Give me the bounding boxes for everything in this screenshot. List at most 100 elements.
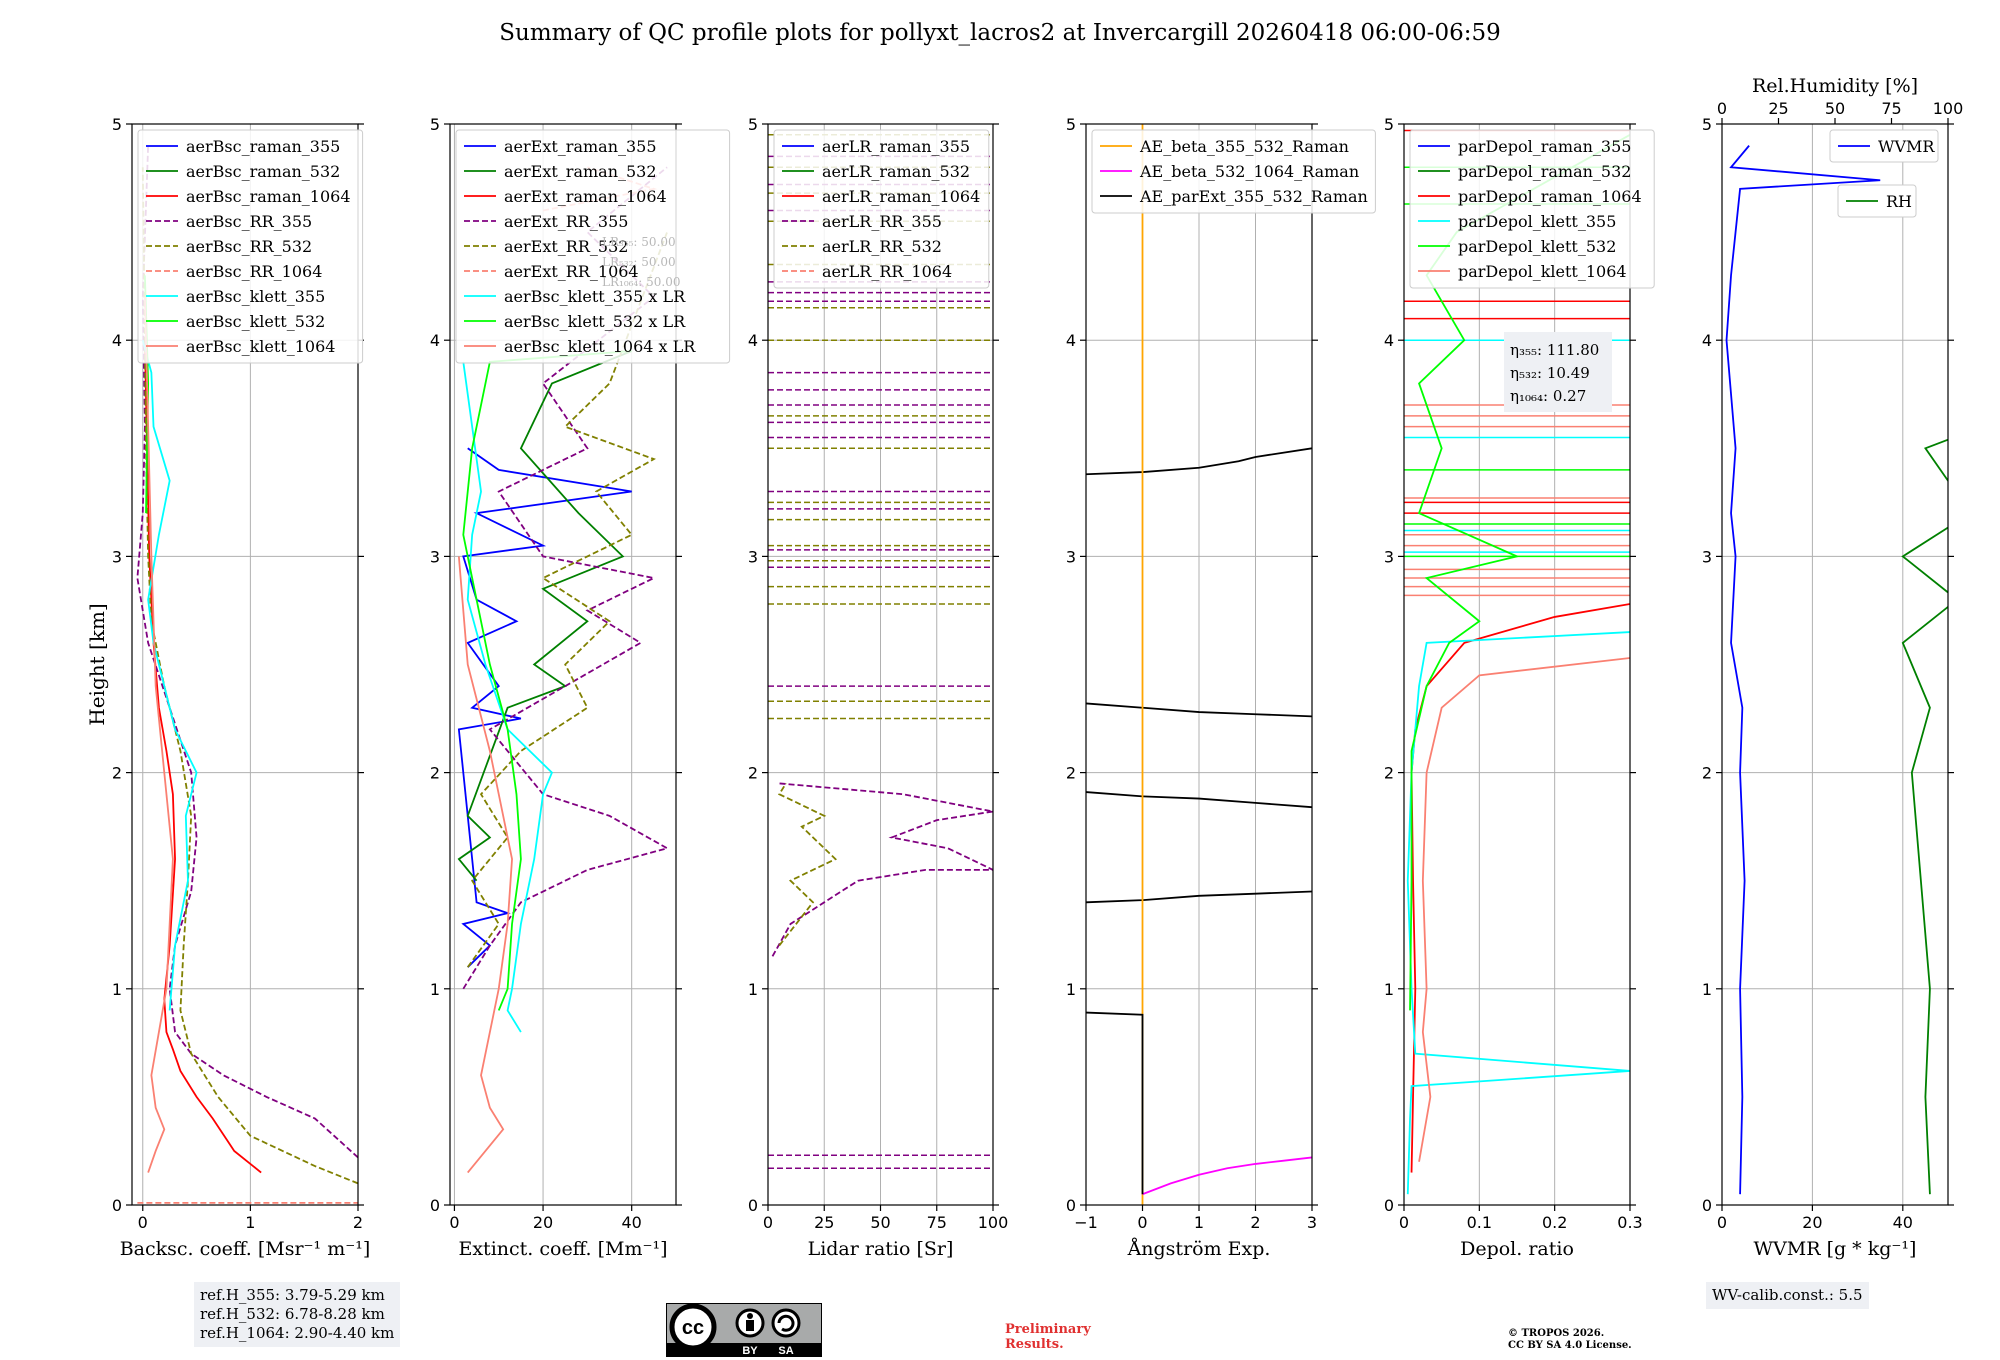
y-tick-label: 3	[430, 547, 440, 566]
y-tick-label: 1	[112, 980, 122, 999]
refh-infobox: ref.H_355: 3.79-5.29 km ref.H_532: 6.78-…	[194, 1282, 401, 1347]
legend-label: aerExt_raman_355	[504, 137, 657, 156]
legend-label: aerBsc_raman_355	[186, 137, 340, 156]
legend-label: AE_beta_532_1064_Raman	[1139, 162, 1359, 181]
plot-area-angstrom	[1086, 124, 1312, 1205]
ae-black-line	[1086, 702, 1312, 718]
legend-label: AE_beta_355_532_Raman	[1139, 137, 1349, 156]
annotation-text: LR₅₃₂: 50.00	[602, 255, 676, 269]
series-parDepol_klett_532	[1409, 134, 1630, 1011]
annotation-text: LR₃₅₅: 50.00	[602, 235, 676, 249]
series-aerBsc_klett_355 x LR	[462, 361, 553, 1033]
series-aerExt_RR_532	[466, 231, 668, 968]
legend-lidar_ratio: aerLR_raman_355 aerLR_raman_532 aerLR_rama…	[773, 129, 990, 289]
series-RH	[1901, 438, 1948, 1195]
y-tick-label: 0	[112, 1196, 122, 1215]
x-tick-label: 0.1	[1467, 1213, 1492, 1232]
legend-label: aerLR_raman_532	[822, 162, 970, 181]
legend-label: aerBsc_klett_532 x LR	[504, 312, 686, 331]
y-tick-label: 1	[1702, 980, 1712, 999]
cc-license-badge: cc BY SA	[666, 1303, 822, 1357]
legend-label: parDepol_raman_532	[1458, 162, 1631, 181]
legend-frame	[137, 129, 364, 364]
x-tick-label: 40	[1893, 1213, 1913, 1232]
y-tick-label: 2	[748, 764, 758, 783]
y-tick-label: 5	[430, 115, 440, 134]
x-tick-label: 1	[245, 1213, 255, 1232]
x-tick-label: 1	[1194, 1213, 1204, 1232]
legend-label: aerExt_raman_1064	[504, 187, 667, 206]
legend-label: aerLR_RR_1064	[822, 262, 952, 281]
copyright-line1: © TROPOS 2026.	[1508, 1328, 1605, 1339]
series-aerLR_RR_532	[777, 782, 838, 947]
x-tick-label: 0	[763, 1213, 773, 1232]
series-parDepol_klett_355	[1406, 631, 1630, 1195]
copyright-line2: CC BY SA 4.0 License.	[1508, 1340, 1632, 1351]
sa-label: SA	[778, 1345, 793, 1357]
panel-extinction: 0 20 40 0 1 2 3 4 5 Extinct. coeff. [Mm⁻¹] aerExt_…	[430, 115, 731, 1260]
series-aerLR_RR_355	[771, 782, 993, 957]
top-x-tick-label: 75	[1881, 99, 1901, 118]
legend-label: aerLR_RR_532	[822, 237, 942, 256]
y-tick-label: 3	[1702, 547, 1712, 566]
x-tick-label: 50	[870, 1213, 890, 1232]
series-parDepol_raman_1064	[1410, 603, 1630, 1173]
series-WVMR	[1725, 145, 1881, 1195]
series-aerBsc_raman_1064	[144, 340, 262, 1174]
preliminary-line1: Preliminary	[1005, 1322, 1091, 1337]
series-aerBsc_RR_355	[136, 145, 358, 1159]
legend-depol: parDepol_raman_355 parDepol_raman_532 parD…	[1409, 129, 1655, 289]
legend-label: AE_parExt_355_532_Raman	[1139, 187, 1368, 206]
y-tick-label: 2	[1066, 764, 1076, 783]
y-tick-label: 4	[1384, 331, 1394, 350]
legend-label: aerBsc_raman_532	[186, 162, 340, 181]
legend-label: parDepol_klett_1064	[1458, 262, 1627, 281]
top-x-tick-label: 0	[1717, 99, 1727, 118]
y-axis-label: Height [km]	[85, 603, 109, 725]
legend-label: aerExt_RR_355	[504, 212, 628, 231]
plot-area-wv	[1725, 145, 1948, 1195]
ae-black-line	[1086, 447, 1312, 476]
legend-wvmr: WVMR	[1829, 129, 1939, 163]
x-axis-label: Backsc. coeff. [Msr⁻¹ m⁻¹]	[120, 1238, 371, 1260]
y-tick-label: 4	[1066, 331, 1076, 350]
legend-angstrom: AE_beta_355_532_Raman AE_beta_532_1064_Ra…	[1091, 129, 1376, 214]
y-tick-label: 1	[748, 980, 758, 999]
x-tick-label: 75	[927, 1213, 947, 1232]
y-tick-label: 2	[430, 764, 440, 783]
y-tick-label: 5	[1066, 115, 1076, 134]
y-tick-label: 3	[112, 547, 122, 566]
legend-frame	[455, 129, 731, 364]
legend-label: aerBsc_RR_1064	[186, 262, 322, 281]
series-aerBsc_klett_355	[141, 339, 198, 1011]
y-tick-label: 3	[1066, 547, 1076, 566]
series-aerBsc_klett_1064 x LR	[457, 556, 513, 1174]
x-tick-label: 0.2	[1542, 1213, 1567, 1232]
legend-frame	[1409, 129, 1655, 289]
legend-label: parDepol_raman_1064	[1458, 187, 1642, 206]
x-axis-label: Lidar ratio [Sr]	[808, 1238, 954, 1260]
panel-backscatter: 0 1 2 0 1 2 3 4 5 Backsc. coeff. [Msr⁻¹ m⁻¹] Heigh…	[85, 115, 370, 1260]
legend-label: RH	[1886, 192, 1912, 211]
by-label: BY	[742, 1345, 758, 1357]
x-axis-label: Ångström Exp.	[1127, 1238, 1271, 1260]
annotation-box	[1504, 332, 1612, 412]
top-x-tick-label: 100	[1933, 99, 1964, 118]
axes-frame	[131, 123, 359, 1206]
annotation-text: η₅₃₂: 10.49	[1510, 364, 1590, 382]
series-aerBsc_klett_532 x LR	[462, 350, 632, 1011]
panel-wv: 0 20 40 0 1 2 3 4 5 WVMR [g * kg⁻¹] 0 25 50 75 100 Rel.…	[1702, 75, 1964, 1260]
y-tick-label: 4	[1702, 331, 1712, 350]
x-tick-label: 0	[1137, 1213, 1147, 1232]
annotation-text: LR₁₀₆₄: 50.00	[602, 275, 680, 289]
legend-frame	[1091, 129, 1376, 214]
x-axis-label: Depol. ratio	[1460, 1238, 1574, 1260]
legend-backscatter: aerBsc_raman_355 aerBsc_raman_532 aerBsc_r…	[137, 129, 364, 364]
legend-label: aerBsc_klett_355 x LR	[504, 287, 686, 306]
y-tick-label: 4	[430, 331, 440, 350]
preliminary-note: Preliminary Results.	[1005, 1322, 1091, 1352]
legend-label: aerBsc_raman_1064	[186, 187, 351, 206]
y-tick-label: 2	[1702, 764, 1712, 783]
y-tick-label: 5	[1702, 115, 1712, 134]
